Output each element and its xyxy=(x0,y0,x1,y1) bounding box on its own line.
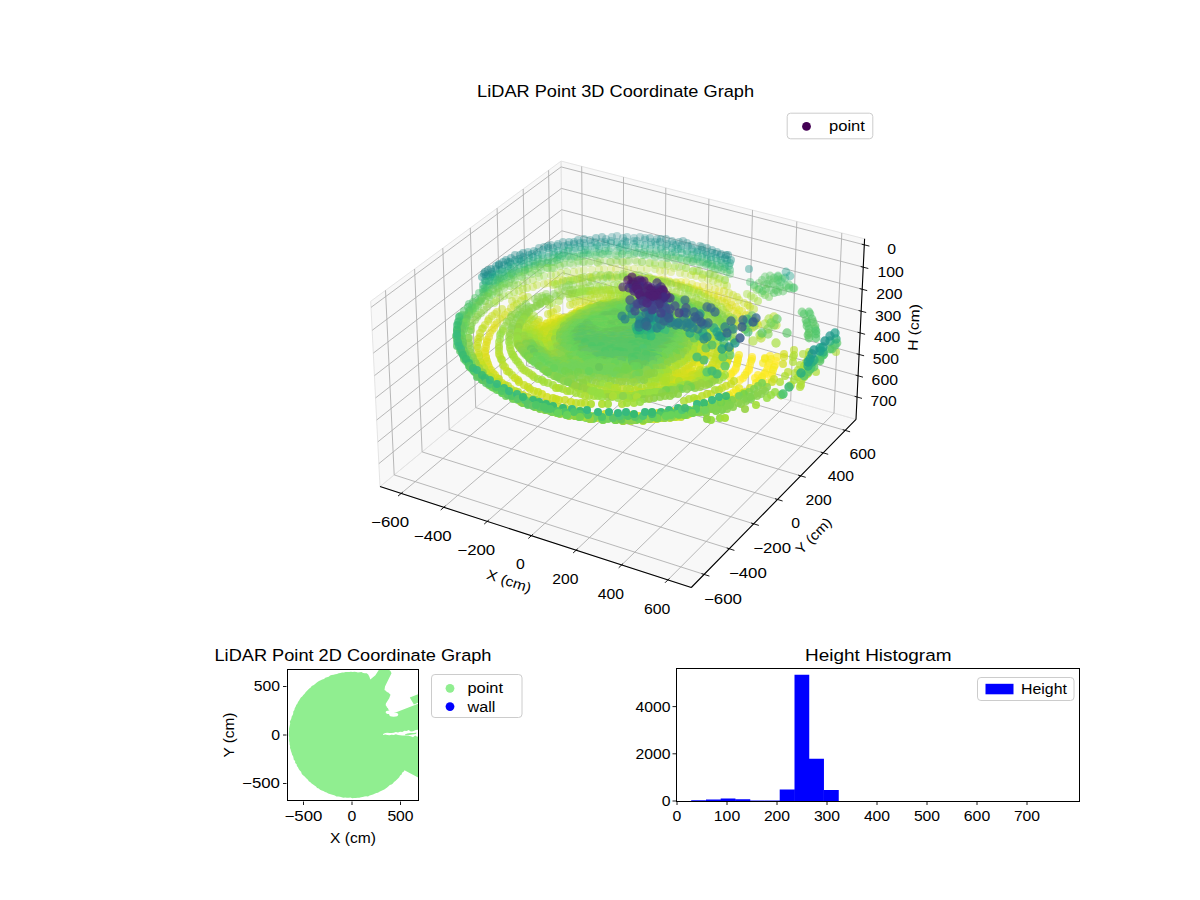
svg-text:600: 600 xyxy=(872,372,899,388)
svg-text:700: 700 xyxy=(1014,808,1041,824)
svg-text:point: point xyxy=(468,680,504,696)
svg-text:0: 0 xyxy=(348,808,357,824)
svg-text:0: 0 xyxy=(662,793,671,809)
svg-text:point: point xyxy=(829,118,865,134)
svg-text:−500: −500 xyxy=(285,808,323,824)
svg-text:LiDAR Point 3D Coordinate Grap: LiDAR Point 3D Coordinate Graph xyxy=(477,82,754,101)
svg-text:LiDAR Point 2D Coordinate Grap: LiDAR Point 2D Coordinate Graph xyxy=(215,646,492,665)
svg-text:H (cm): H (cm) xyxy=(905,304,923,352)
svg-text:4000: 4000 xyxy=(636,699,671,715)
svg-text:400: 400 xyxy=(864,808,891,824)
svg-text:Height: Height xyxy=(1021,681,1067,697)
svg-text:200: 200 xyxy=(764,808,791,824)
svg-text:0: 0 xyxy=(516,556,525,572)
svg-text:600: 600 xyxy=(964,808,991,824)
svg-text:400: 400 xyxy=(598,586,625,602)
svg-text:400: 400 xyxy=(828,468,855,484)
svg-text:0: 0 xyxy=(791,515,800,531)
svg-text:600: 600 xyxy=(850,446,877,462)
svg-text:400: 400 xyxy=(874,329,901,345)
svg-text:300: 300 xyxy=(875,308,902,324)
svg-text:600: 600 xyxy=(644,601,671,617)
svg-text:200: 200 xyxy=(552,571,579,587)
svg-text:Height Histogram: Height Histogram xyxy=(805,646,951,665)
svg-text:−400: −400 xyxy=(414,528,452,544)
svg-text:2000: 2000 xyxy=(636,746,671,762)
svg-text:−200: −200 xyxy=(753,540,791,556)
svg-text:200: 200 xyxy=(876,286,903,302)
svg-text:300: 300 xyxy=(814,808,841,824)
svg-text:100: 100 xyxy=(877,264,904,280)
svg-text:700: 700 xyxy=(871,393,898,409)
svg-text:500: 500 xyxy=(873,351,900,367)
svg-text:wall: wall xyxy=(466,699,495,715)
svg-text:−400: −400 xyxy=(729,565,767,581)
svg-text:X (cm): X (cm) xyxy=(330,830,376,846)
svg-text:−600: −600 xyxy=(704,591,742,607)
svg-text:100: 100 xyxy=(714,808,741,824)
svg-text:0: 0 xyxy=(673,808,682,824)
svg-text:0: 0 xyxy=(271,727,280,743)
svg-text:200: 200 xyxy=(806,492,833,508)
svg-text:500: 500 xyxy=(914,808,941,824)
svg-text:500: 500 xyxy=(254,678,281,694)
svg-text:−200: −200 xyxy=(457,542,495,558)
svg-text:−500: −500 xyxy=(242,775,280,791)
svg-text:500: 500 xyxy=(387,808,414,824)
svg-text:−600: −600 xyxy=(371,514,409,530)
svg-text:0: 0 xyxy=(887,241,896,257)
svg-text:Y (cm): Y (cm) xyxy=(221,713,237,758)
